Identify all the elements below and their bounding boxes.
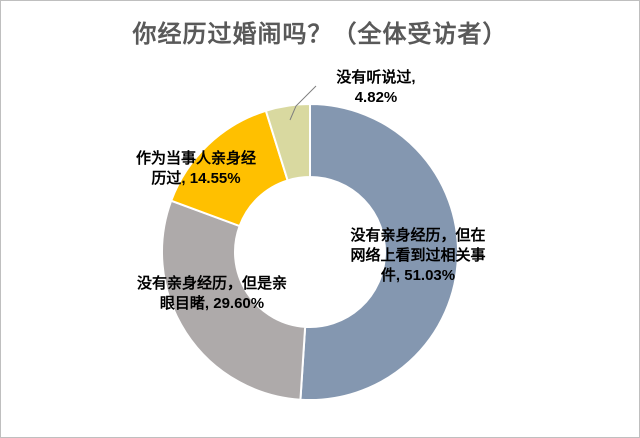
label-line: 没有听说过, bbox=[336, 68, 415, 86]
leader-line bbox=[289, 85, 317, 121]
label-line: 历过, 14.55% bbox=[151, 169, 240, 187]
chart-title: 你经历过婚闹吗？（全体受访者） bbox=[132, 21, 508, 48]
label-online: 没有亲身经历，但在网络上看到过相关事件, 51.03% bbox=[350, 226, 485, 284]
label-witnessed: 没有亲身经历，但是亲眼目睹, 29.60% bbox=[137, 274, 287, 312]
slice-online bbox=[299, 102, 460, 401]
label-experienced: 作为当事人亲身经历过, 14.55% bbox=[136, 149, 256, 187]
label-line: 没有亲身经历，但是亲 bbox=[137, 274, 287, 292]
slice-never-heard bbox=[264, 102, 311, 182]
label-line: 网络上看到过相关事 bbox=[350, 246, 485, 264]
label-never-heard: 没有听说过, 4.82% bbox=[336, 68, 415, 106]
label-line: 件, 51.03% bbox=[381, 266, 455, 284]
label-line: 4.82% bbox=[355, 89, 398, 106]
label-line: 眼目睹, 29.60% bbox=[160, 294, 264, 312]
label-line: 没有亲身经历，但在 bbox=[350, 226, 485, 244]
slice-witnessed bbox=[161, 199, 307, 401]
label-line: 作为当事人亲身经 bbox=[136, 149, 256, 167]
